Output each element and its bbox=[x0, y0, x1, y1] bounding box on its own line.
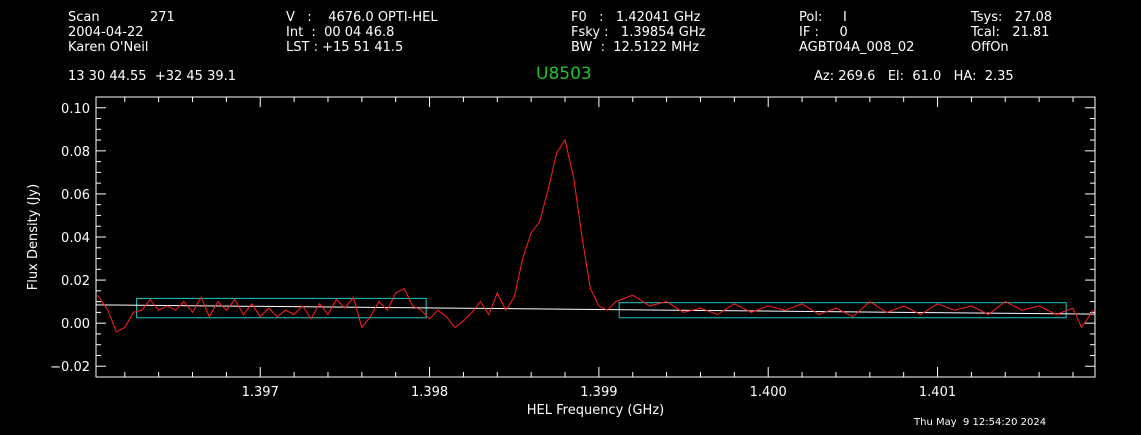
procedure-name: OffOn bbox=[971, 40, 1009, 55]
source-name: U8503 bbox=[536, 64, 592, 84]
integration-time: Int : 00 04 46.8 bbox=[286, 25, 395, 40]
x-axis-title: HEL Frequency (GHz) bbox=[527, 403, 664, 418]
x-tick-label: 1.400 bbox=[750, 385, 787, 400]
lst-readout: LST : +15 51 41.5 bbox=[286, 40, 404, 55]
y-axis-title: Flux Density (Jy) bbox=[26, 184, 41, 290]
scan-number: 271 bbox=[150, 10, 175, 25]
rest-frequency: F0 : 1.42041 GHz bbox=[571, 10, 701, 25]
y-tick-label: 0.02 bbox=[61, 274, 90, 289]
tcal-readout: Tcal: 21.81 bbox=[971, 25, 1050, 40]
baseline-fit-line bbox=[95, 304, 1096, 315]
y-tick-label: 0.04 bbox=[61, 231, 90, 246]
polarization: Pol: I bbox=[799, 10, 847, 25]
sky-frequency: Fsky : 1.39854 GHz bbox=[571, 25, 706, 40]
plot-timestamp: Thu May 9 12:54:20 2024 bbox=[914, 417, 1047, 428]
y-tick-label: 0.10 bbox=[61, 102, 90, 117]
spectrum-line bbox=[97, 138, 1094, 333]
y-tick-label: −0.02 bbox=[50, 360, 90, 375]
tsys-readout: Tsys: 27.08 bbox=[971, 10, 1053, 25]
obs-date: 2004-04-22 bbox=[68, 25, 144, 40]
y-tick-label: 0.08 bbox=[61, 145, 90, 160]
baseline-region-box bbox=[136, 297, 427, 319]
x-tick-label: 1.399 bbox=[580, 385, 617, 400]
scan-label: Scan bbox=[68, 10, 100, 25]
if-number: IF : 0 bbox=[799, 25, 848, 40]
source-coordinates: 13 30 44.55 +32 45 39.1 bbox=[68, 69, 237, 84]
observer-name: Karen O'Neil bbox=[68, 40, 149, 55]
x-tick-label: 1.401 bbox=[919, 385, 956, 400]
x-tick-label: 1.397 bbox=[242, 385, 279, 400]
y-tick-label: 0.00 bbox=[61, 317, 90, 332]
y-tick-label: 0.06 bbox=[61, 188, 90, 203]
x-tick-label: 1.398 bbox=[411, 385, 448, 400]
velocity-readout: V : 4676.0 OPTI-HEL bbox=[286, 10, 438, 25]
bandwidth: BW : 12.5122 MHz bbox=[571, 40, 699, 55]
az-el-ha-readout: Az: 269.6 El: 61.0 HA: 2.35 bbox=[814, 69, 1014, 84]
plot-frame bbox=[95, 96, 1096, 378]
project-id: AGBT04A_008_02 bbox=[799, 40, 915, 55]
